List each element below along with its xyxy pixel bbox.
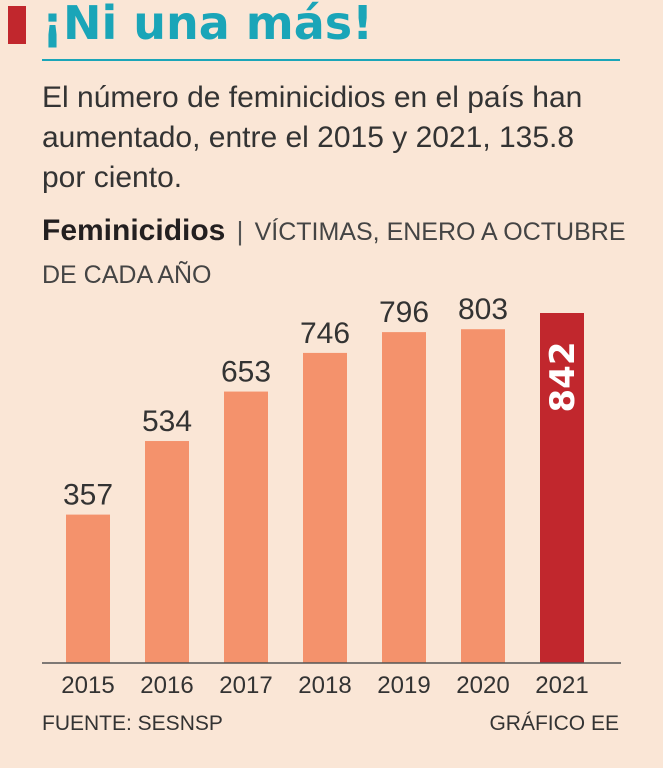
tick-label-2015: 2015 [61, 672, 114, 699]
data-label-2015: 357 [63, 479, 113, 512]
source-note: FUENTE: SESNSP [42, 712, 223, 735]
bar-2020 [461, 329, 505, 663]
tick-label-2021: 2021 [535, 672, 588, 699]
data-label-2019: 796 [379, 296, 429, 329]
data-label-2020: 803 [458, 293, 508, 326]
tick-label-2016: 2016 [140, 672, 193, 699]
headline-rule [42, 59, 620, 61]
bars-group [66, 313, 584, 663]
headline: ¡Ni una más! [42, 0, 374, 50]
tick-label-2017: 2017 [219, 672, 272, 699]
credit-note: GRÁFICO EE [489, 712, 619, 735]
chart-title-separator: | [236, 216, 244, 246]
accent-bar [8, 6, 26, 44]
tick-label-2020: 2020 [456, 672, 509, 699]
data-label-2018: 746 [300, 317, 350, 350]
chart-title-line: Feminicidios | VÍCTIMAS, ENERO A OCTUBRE… [42, 210, 632, 296]
bar-2021 [540, 313, 584, 663]
tick-label-2018: 2018 [298, 672, 351, 699]
tick-label-2019: 2019 [377, 672, 430, 699]
chart-title: Feminicidios [42, 214, 226, 247]
bar-2017 [224, 391, 268, 663]
bar-2015 [66, 514, 110, 663]
labels-group: 357 2015 534 2016 653 2017 746 2018 796 2019 803 20… [61, 293, 588, 699]
data-label-2016: 534 [142, 405, 192, 438]
bar-2018 [303, 352, 347, 663]
bar-2016 [145, 441, 189, 663]
chart-subtitle: VÍCTIMAS, ENERO A OCTUBRE DE CADA AÑO [42, 218, 626, 289]
data-label-2017: 653 [221, 356, 271, 389]
summary-text: El número de feminicidios en el país han… [42, 81, 583, 194]
bar-2019 [382, 332, 426, 663]
data-label-2021: 842 [543, 342, 583, 413]
